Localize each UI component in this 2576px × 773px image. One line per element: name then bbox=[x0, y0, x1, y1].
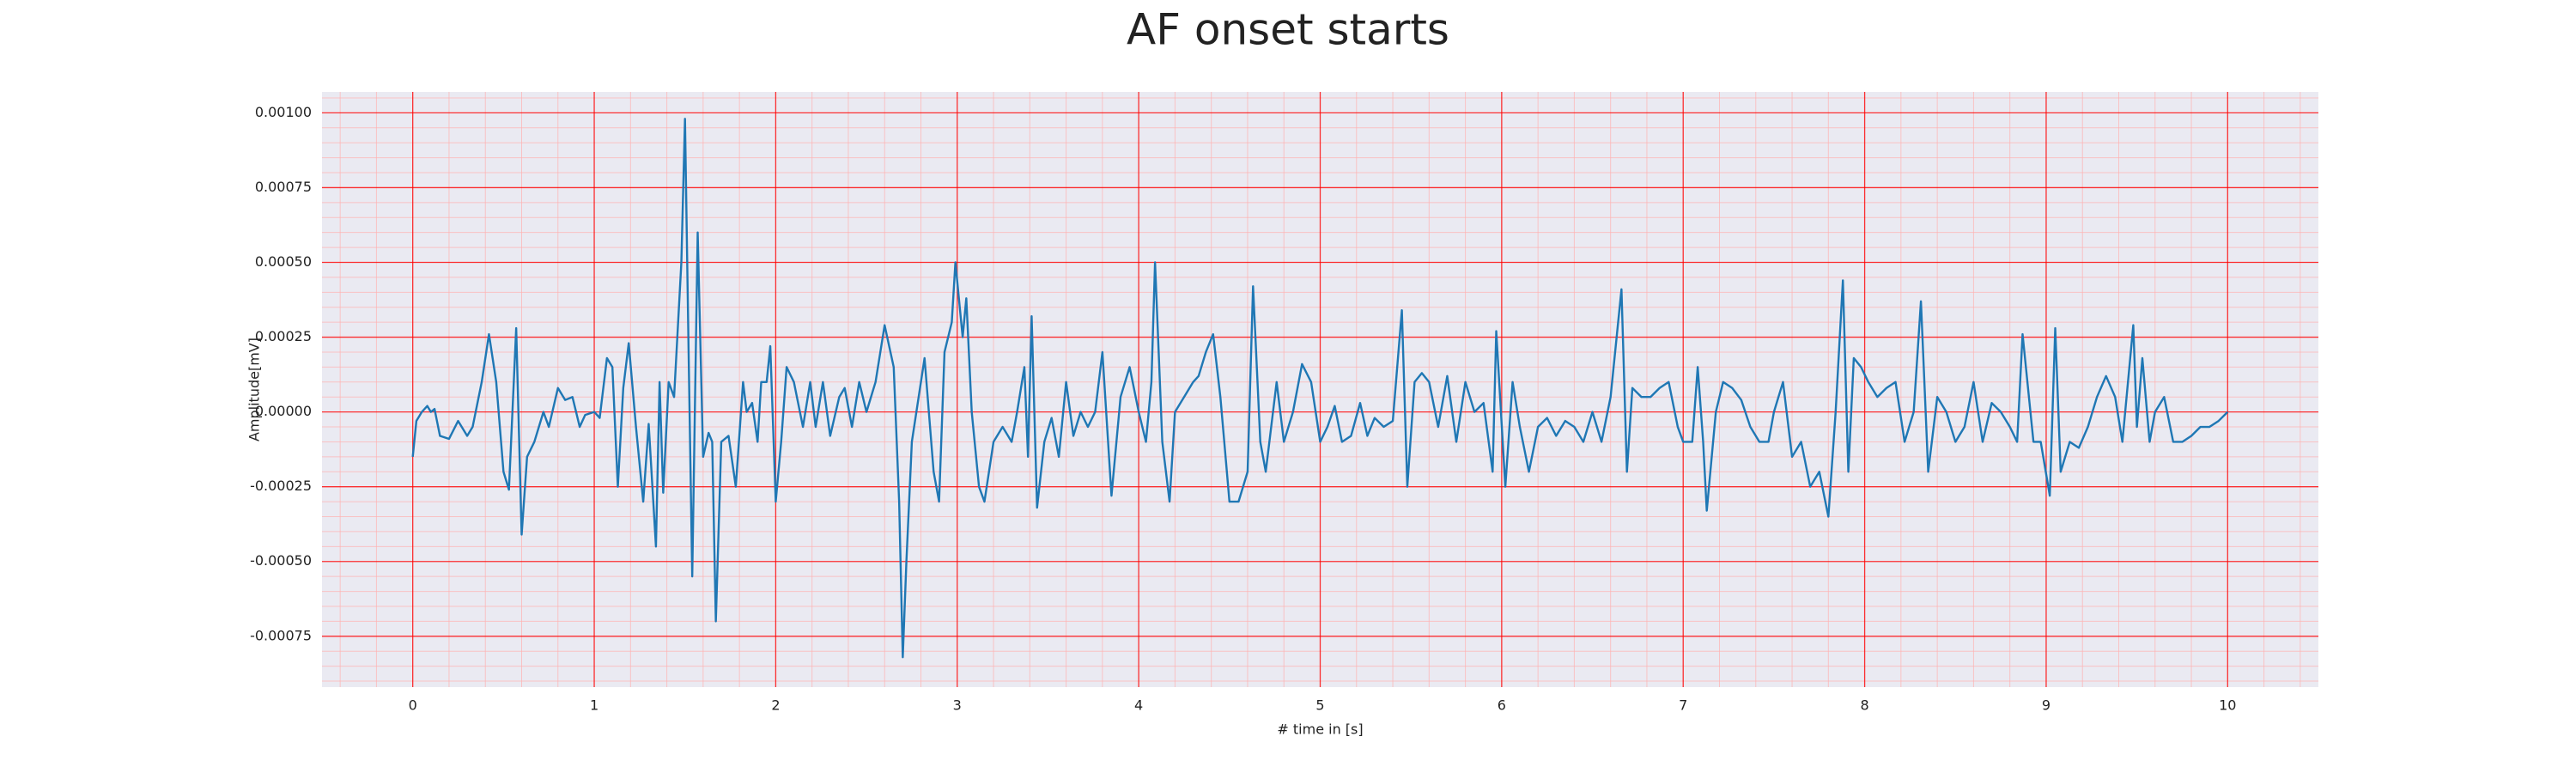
chart-title: AF onset starts bbox=[1127, 5, 1449, 55]
y-tick-label: -0.00075 bbox=[250, 627, 312, 643]
x-tick-label: 9 bbox=[2042, 697, 2050, 714]
x-tick-label: 5 bbox=[1315, 697, 1324, 714]
y-tick-label: 0.00100 bbox=[255, 104, 312, 120]
x-tick-label: 6 bbox=[1498, 697, 1506, 714]
x-tick-label: 2 bbox=[771, 697, 780, 714]
y-tick-label: 0.00025 bbox=[255, 328, 312, 344]
x-tick-label: 1 bbox=[590, 697, 598, 714]
y-tick-label: 0.00050 bbox=[255, 253, 312, 270]
x-tick-label: 7 bbox=[1679, 697, 1687, 714]
x-tick-label: 10 bbox=[2219, 697, 2236, 714]
y-axis-label: Amplitude[mV] bbox=[246, 338, 263, 441]
signal-line bbox=[411, 118, 2229, 659]
x-tick-label: 8 bbox=[1860, 697, 1868, 714]
x-tick-label: 0 bbox=[409, 697, 417, 714]
x-axis-label: # time in [s] bbox=[1277, 721, 1363, 738]
y-tick-label: 0.00000 bbox=[255, 403, 312, 419]
y-tick-label: -0.00050 bbox=[250, 552, 312, 569]
y-tick-label: -0.00025 bbox=[250, 478, 312, 494]
x-tick-label: 3 bbox=[953, 697, 962, 714]
x-tick-label: 4 bbox=[1134, 697, 1143, 714]
y-tick-label: 0.00075 bbox=[255, 179, 312, 195]
